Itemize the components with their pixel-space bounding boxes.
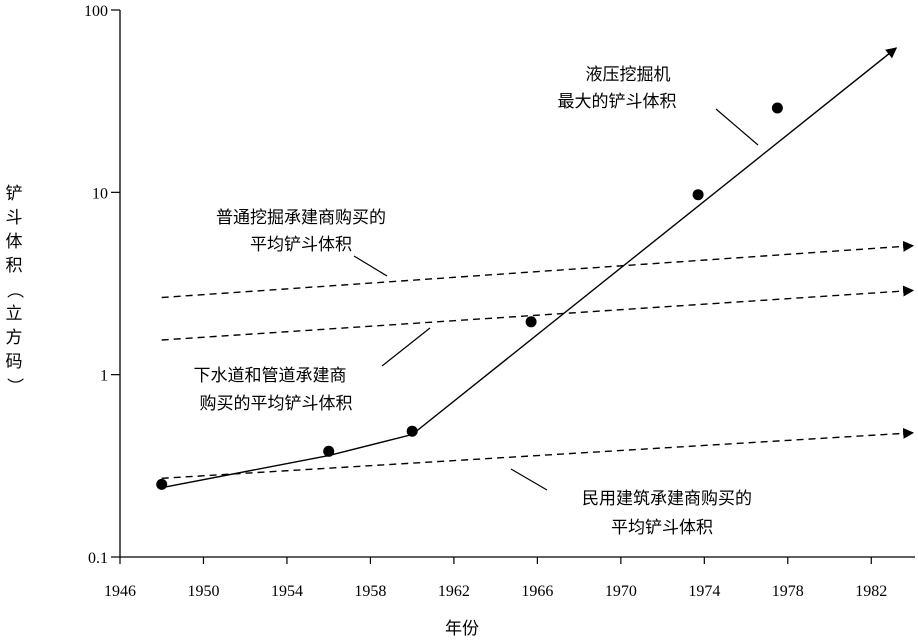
annotation-hydraulic-line2: 最大的铲斗体积 <box>558 92 677 112</box>
y-axis-title-char: 方 <box>5 328 23 348</box>
annotation-leader-civil <box>510 468 548 491</box>
data-point <box>525 316 537 328</box>
data-point <box>771 102 783 114</box>
x-axis-title: 年份 <box>445 619 479 639</box>
y-axis-title-char: ） <box>4 377 24 395</box>
x-tick-label: 1962 <box>438 583 470 600</box>
annotation-hydraulic-line1: 液压挖掘机 <box>586 65 671 85</box>
series-line-3 <box>161 285 915 341</box>
annotation-general-line2: 平均铲斗体积 <box>250 235 352 255</box>
annotation-sewer-line1: 下水道和管道承建商 <box>194 366 347 386</box>
y-axis-title-char: 斗 <box>5 208 23 228</box>
y-axis-title-char: 积 <box>5 256 23 276</box>
x-tick-label: 1966 <box>521 583 553 600</box>
y-tick-label: 10 <box>92 185 108 202</box>
annotations: 液压挖掘机 最大的铲斗体积 普通挖掘承建商购买的 平均铲斗体积 下水道和管道承建… <box>194 65 759 538</box>
annotation-leader-hydraulic <box>715 108 759 146</box>
annotation-leader-general <box>353 255 388 277</box>
annotation-general-line1: 普通挖掘承建商购买的 <box>216 208 386 228</box>
x-tick-label: 1958 <box>354 583 386 600</box>
axes: 1946 1950 1954 1958 1962 1966 1970 1974 1978 1982… <box>84 3 915 600</box>
x-tick-label: 1950 <box>187 583 219 600</box>
data-point <box>156 478 168 490</box>
annotation-leader-sewer <box>381 327 431 367</box>
annotation-sewer-line2: 购买的平均铲斗体积 <box>200 394 353 414</box>
annotation-civil-line2: 平均铲斗体积 <box>611 518 713 538</box>
x-tick-label: 1982 <box>855 583 887 600</box>
data-point <box>692 189 704 201</box>
y-axis-title-char: 铲 <box>5 184 23 204</box>
y-axis-title-char: 立 <box>5 304 23 324</box>
y-tick-label: 0.1 <box>88 550 108 567</box>
y-axis-title-char: 码 <box>5 352 23 372</box>
y-axis-title-char: 体 <box>5 232 23 252</box>
data-point <box>406 425 418 437</box>
y-axis-title-char: （ <box>4 281 24 299</box>
x-tick-label: 1978 <box>772 583 804 600</box>
x-tick-label: 1974 <box>688 583 720 600</box>
x-tick-label: 1970 <box>605 583 637 600</box>
data-point <box>323 445 335 457</box>
series-line-4 <box>161 427 915 479</box>
x-tick-label: 1946 <box>104 583 136 600</box>
plot-area <box>156 47 915 490</box>
series-line-2 <box>161 240 915 299</box>
series-line-1 <box>161 47 898 489</box>
annotation-civil-line1: 民用建筑承建商购买的 <box>582 489 752 509</box>
x-tick-label: 1954 <box>271 583 303 600</box>
y-tick-label: 1 <box>100 368 108 385</box>
y-tick-label: 100 <box>84 3 108 20</box>
